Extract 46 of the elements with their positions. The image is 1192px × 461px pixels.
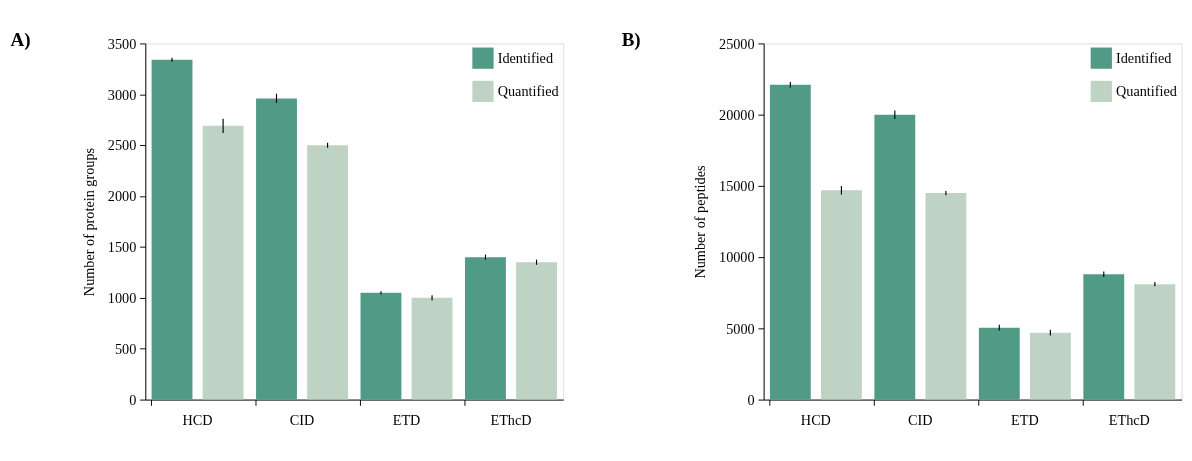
y-tick-label: 15000	[719, 178, 755, 195]
chart-title: A)	[10, 29, 31, 52]
legend-label: Identified	[1116, 49, 1172, 66]
y-tick-label: 20000	[719, 106, 755, 123]
bar	[411, 297, 453, 400]
y-tick-label: 3000	[107, 86, 137, 103]
y-tick-label: 500	[114, 340, 137, 357]
bar	[465, 257, 506, 400]
bar	[1083, 274, 1125, 400]
bar	[516, 262, 557, 400]
y-tick-label: 25000	[719, 35, 755, 52]
x-tick-label: EThcD	[490, 411, 532, 428]
y-tick-label: 5000	[726, 320, 755, 337]
legend-label: Quantified	[1116, 83, 1177, 100]
y-tick-label: 2500	[107, 137, 137, 154]
x-tick-label: CID	[908, 411, 933, 428]
bar	[978, 327, 1020, 400]
bar	[1134, 284, 1176, 400]
bar	[769, 84, 811, 400]
y-tick-label: 1000	[107, 290, 137, 307]
x-tick-label: EThcD	[1108, 411, 1150, 428]
y-tick-label: 2000	[107, 188, 137, 205]
bar	[1029, 332, 1071, 400]
x-tick-label: HCD	[800, 411, 831, 428]
bar	[360, 292, 402, 400]
legend-label: Identified	[497, 49, 554, 66]
legend-label: Quantified	[497, 83, 559, 100]
x-tick-label: HCD	[182, 411, 213, 428]
chart-title: B)	[621, 29, 641, 52]
bar	[874, 114, 916, 400]
bar	[820, 190, 862, 400]
bar	[925, 193, 967, 400]
x-tick-label: ETD	[1011, 411, 1039, 428]
x-tick-label: ETD	[392, 411, 421, 428]
y-axis-title: Number of peptides	[691, 165, 708, 279]
y-tick-label: 10000	[719, 249, 755, 266]
y-axis-title: Number of protein groups	[80, 147, 97, 297]
bar	[202, 125, 244, 400]
y-tick-label: 1500	[107, 239, 137, 256]
y-tick-label: 3500	[107, 35, 137, 52]
bar	[256, 98, 297, 400]
y-tick-label: 0	[129, 391, 137, 408]
bar	[151, 59, 193, 400]
y-tick-label: 0	[747, 391, 755, 408]
x-tick-label: CID	[289, 411, 315, 428]
bar	[307, 145, 349, 400]
